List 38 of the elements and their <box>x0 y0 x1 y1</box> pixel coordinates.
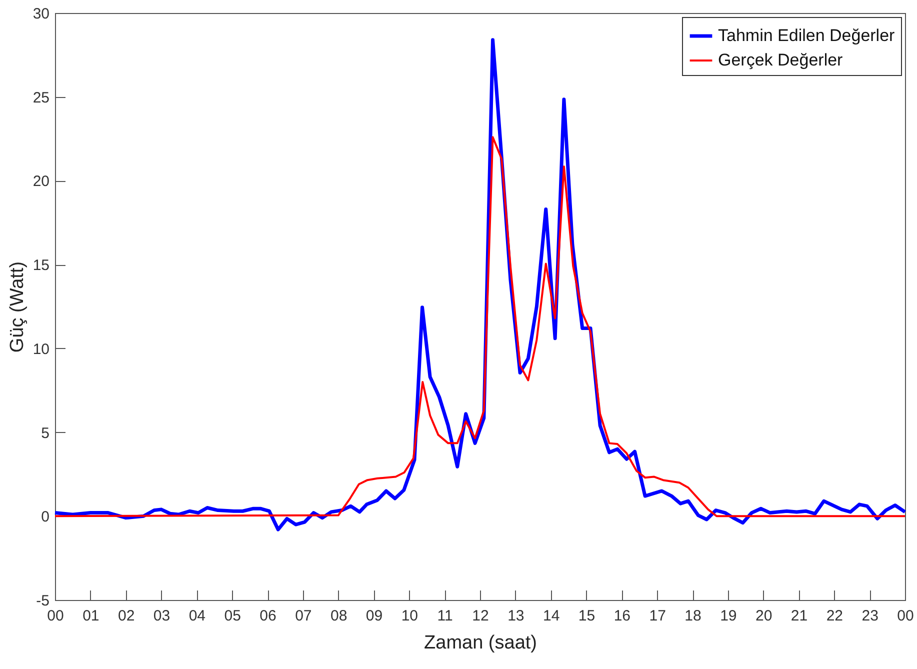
x-tick-label: 16 <box>614 608 631 624</box>
x-tick-label: 21 <box>790 608 808 624</box>
x-tick-label: 12 <box>472 608 489 624</box>
x-tick-label: 10 <box>401 608 418 624</box>
x-tick-label: 20 <box>755 608 772 624</box>
y-tick-label: 20 <box>32 173 50 190</box>
y-axis-title: Güç (Watt) <box>6 261 28 353</box>
y-tick-label: 10 <box>32 340 50 358</box>
x-tick-label: 02 <box>118 608 135 624</box>
x-tick-label: 05 <box>224 608 241 624</box>
x-tick-label: 01 <box>82 608 100 624</box>
x-tick-label: 06 <box>260 608 276 624</box>
y-tick-label: 15 <box>32 257 50 274</box>
x-tick-label: 23 <box>862 608 878 624</box>
x-tick-label: 03 <box>153 608 170 624</box>
line-series <box>54 136 906 518</box>
x-tick-label: 00 <box>897 608 914 624</box>
y-tick-label: 0 <box>41 508 50 526</box>
x-tick-label: 15 <box>578 608 596 624</box>
x-tick-label: 11 <box>437 608 453 624</box>
y-tick-label: -5 <box>36 592 50 610</box>
y-tick-label: 30 <box>32 6 50 22</box>
legend-label: Tahmin Edilen Değerler <box>718 26 896 45</box>
x-tick-label: 18 <box>684 608 702 624</box>
x-tick-label: 08 <box>330 608 348 624</box>
x-tick-label: 14 <box>542 608 560 624</box>
x-tick-label: 17 <box>649 608 666 624</box>
y-tick-label: 25 <box>32 89 50 106</box>
x-tick-label: 07 <box>295 608 312 624</box>
x-tick-label: 13 <box>508 608 524 624</box>
legend-label: Gerçek Değerler <box>718 50 844 70</box>
x-tick-label: 00 <box>47 608 64 624</box>
x-tick-label: 04 <box>188 608 206 624</box>
x-tick-label: 09 <box>366 608 383 624</box>
x-tick-label: 19 <box>720 608 737 624</box>
x-tick-label: 22 <box>826 608 844 624</box>
x-axis-title: Zaman (saat) <box>424 632 537 654</box>
y-tick-label: 5 <box>41 424 50 442</box>
